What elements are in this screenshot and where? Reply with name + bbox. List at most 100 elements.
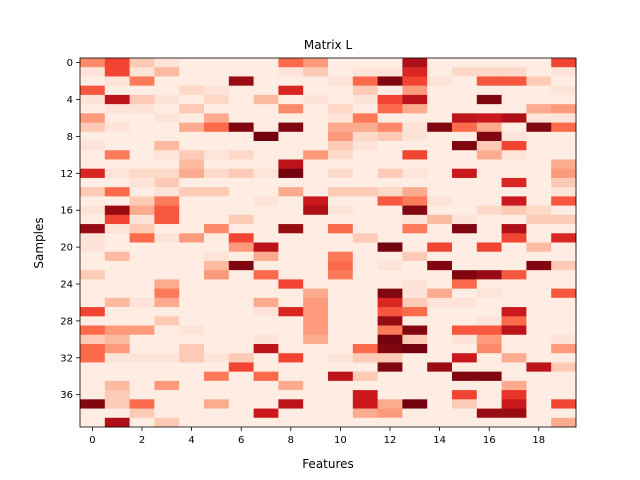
heatmap-cell <box>328 325 354 336</box>
heatmap-cell <box>526 177 552 188</box>
heatmap-cell <box>253 214 279 225</box>
heatmap-cell <box>129 380 155 391</box>
heatmap-cell <box>501 316 527 326</box>
heatmap-cell <box>526 251 552 262</box>
heatmap-cell <box>129 325 155 336</box>
heatmap-cell <box>377 371 403 382</box>
heatmap-cell <box>303 214 329 225</box>
heatmap-cell <box>501 104 527 114</box>
heatmap-cell <box>80 104 106 114</box>
heatmap-cell <box>402 187 428 197</box>
heatmap-cell <box>228 85 254 96</box>
heatmap-cell <box>228 242 254 253</box>
heatmap-cell <box>129 214 155 225</box>
heatmap-cell <box>328 141 354 151</box>
heatmap-cell <box>129 334 155 345</box>
heatmap-cell <box>104 279 130 290</box>
heatmap-cell <box>253 58 279 68</box>
heatmap-cell <box>526 76 552 87</box>
y-tick-label: 4 <box>67 95 73 106</box>
heatmap-cell <box>427 251 453 262</box>
heatmap-cell <box>452 408 478 419</box>
heatmap-cell <box>328 113 354 123</box>
heatmap-cell <box>204 251 230 262</box>
heatmap-cell <box>204 288 230 299</box>
heatmap-cell <box>328 104 354 114</box>
heatmap-cell <box>253 380 279 391</box>
heatmap-cell <box>427 390 453 400</box>
heatmap-cell <box>204 141 230 151</box>
heatmap-cell <box>402 362 428 373</box>
heatmap-cell <box>427 279 453 290</box>
heatmap-cell <box>303 67 329 77</box>
heatmap-cell <box>526 288 552 299</box>
heatmap-cell <box>452 316 478 326</box>
heatmap-cell <box>80 76 106 87</box>
heatmap-cell <box>452 343 478 354</box>
heatmap-cell <box>352 150 378 160</box>
heatmap-cell <box>154 417 180 428</box>
heatmap-cell <box>278 390 304 400</box>
heatmap-cell <box>476 113 502 123</box>
heatmap-cell <box>452 390 478 400</box>
heatmap-cell <box>377 58 403 68</box>
heatmap-cell <box>452 353 478 363</box>
heatmap-cell <box>476 141 502 151</box>
heatmap-cell <box>253 233 279 243</box>
heatmap-cell <box>501 187 527 197</box>
heatmap-cell <box>427 297 453 308</box>
heatmap-cell <box>179 399 205 409</box>
heatmap-cell <box>402 343 428 354</box>
heatmap-cell <box>452 168 478 179</box>
heatmap-cell <box>303 131 329 142</box>
heatmap-cell <box>303 113 329 123</box>
heatmap-cell <box>452 159 478 170</box>
heatmap-cell <box>452 122 478 133</box>
heatmap-cell <box>228 113 254 123</box>
heatmap-cell <box>427 85 453 96</box>
heatmap-cell <box>328 297 354 308</box>
heatmap-cell <box>427 242 453 253</box>
heatmap-cell <box>377 242 403 253</box>
heatmap-cell <box>402 353 428 363</box>
heatmap-cell <box>551 94 577 105</box>
heatmap-cell <box>129 159 155 170</box>
heatmap-cell <box>303 307 329 317</box>
heatmap-cell <box>526 113 552 123</box>
heatmap-cell <box>228 288 254 299</box>
heatmap-cell <box>352 316 378 326</box>
heatmap-cell <box>328 260 354 271</box>
heatmap-cell <box>129 343 155 354</box>
heatmap-cell <box>179 150 205 160</box>
heatmap-cell <box>179 325 205 336</box>
heatmap-cell <box>253 224 279 234</box>
heatmap-cell <box>551 141 577 151</box>
heatmap-cell <box>501 159 527 170</box>
heatmap-cell <box>228 325 254 336</box>
heatmap-cell <box>427 67 453 77</box>
heatmap-cell <box>154 150 180 160</box>
heatmap-cell <box>154 214 180 225</box>
heatmap-cell <box>179 205 205 216</box>
heatmap-cell <box>377 85 403 96</box>
heatmap-cell <box>179 251 205 262</box>
heatmap-cell <box>154 260 180 271</box>
heatmap-cell <box>104 353 130 363</box>
heatmap-cell <box>104 224 130 234</box>
heatmap-cell <box>377 168 403 179</box>
heatmap-cell <box>228 279 254 290</box>
heatmap-cell <box>80 224 106 234</box>
heatmap-cell <box>427 150 453 160</box>
heatmap-cell <box>452 279 478 290</box>
heatmap-cell <box>154 316 180 326</box>
heatmap-cell <box>154 104 180 114</box>
heatmap-cell <box>278 353 304 363</box>
heatmap-cell <box>278 233 304 243</box>
heatmap-cell <box>80 380 106 391</box>
heatmap-cell <box>427 224 453 234</box>
heatmap-cell <box>228 187 254 197</box>
heatmap-cell <box>328 131 354 142</box>
heatmap-cell <box>402 131 428 142</box>
heatmap-cell <box>204 131 230 142</box>
heatmap-cell <box>501 399 527 409</box>
